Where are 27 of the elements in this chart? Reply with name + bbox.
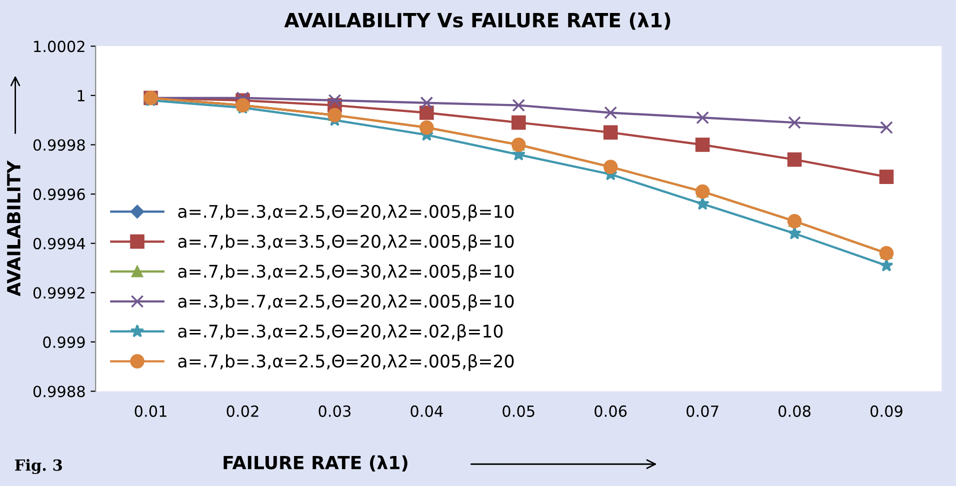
legend-label: a=.3,b=.7,α=2.5,Θ=20,λ2=.005,β=10 [178,294,514,312]
x-tick-label: 0.03 [318,405,350,417]
legend-label: a=.7,b=.3,α=2.5,Θ=20,λ2=.005,β=20 [178,354,514,371]
chart-title: AVAILABILITY Vs FAILURE RATE (λ1) [284,12,670,30]
caption: Fig. 3 [15,459,62,474]
legend-label: a=.7,b=.3,α=2.5,Θ=20,λ2=.005,β=10 [178,204,514,222]
y-tick-label: 0.9992 [33,287,84,299]
y-tick-label: 0.9988 [33,386,85,398]
y-tick-label: 1.0002 [34,40,84,52]
legend-label: a=.7,b=.3,α=2.5,Θ=20,λ2=.02,β=10 [178,324,503,342]
y-tick-label: 0.999 [43,336,85,348]
x-tick-label: 0.04 [410,405,443,417]
x-tick-label: 0.07 [686,405,718,417]
x-tick-label: 0.02 [226,405,258,417]
y-tick-label: 0.9996 [33,188,85,200]
y-tick-label: 0.9994 [33,238,86,250]
x-tick-label: 0.09 [870,405,902,417]
x-tick-label: 0.08 [778,405,810,417]
legend-label: a=.7,b=.3,α=2.5,Θ=30,λ2=.005,β=10 [178,264,514,282]
y-axis-title: AVAILABILITY [7,160,20,296]
y-tick-label: 0.9998 [33,139,85,151]
y-tick-label: 1 [78,90,84,102]
x-tick-label: 0.05 [502,405,534,417]
x-tick-label: 0.06 [594,405,627,417]
x-tick-label: 0.01 [134,405,166,417]
legend-label: a=.7,b=.3,α=3.5,Θ=20,λ2=.005,β=10 [178,234,514,252]
x-axis-title: FAILURE RATE (λ1) [224,455,408,472]
